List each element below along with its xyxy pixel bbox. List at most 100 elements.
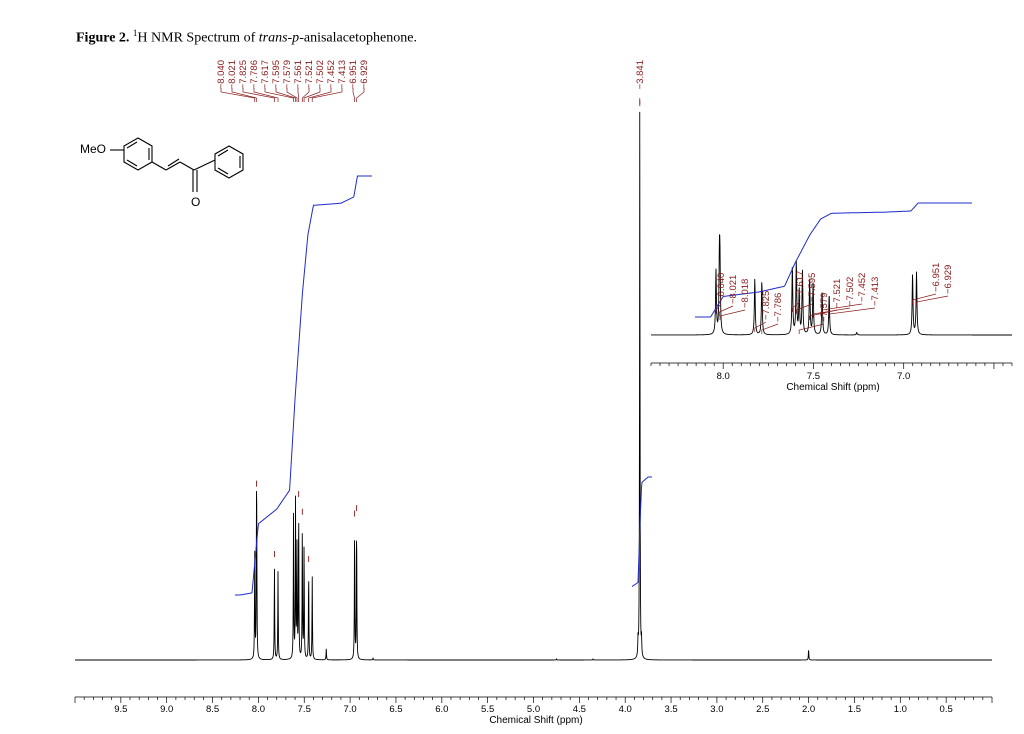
carbonyl-oxygen-label: O <box>191 195 200 209</box>
inset-peak-leader-5 <box>791 301 801 312</box>
x-tick-label-5: 7.0 <box>343 704 356 715</box>
caption-italic: trans-p <box>258 30 300 46</box>
inset-peak-label-6: −7.595 <box>807 273 818 302</box>
peak-leader-4 <box>264 88 294 102</box>
inset-peak-leader-12 <box>912 293 937 304</box>
x-tick-label-7: 6.0 <box>435 704 448 715</box>
inset-x-tick-label-0: 8.0 <box>717 371 730 382</box>
inset-peak-leader-11 <box>828 307 876 318</box>
peak-leader-0 <box>220 88 256 102</box>
peak-label-6: −7.579 <box>282 60 293 89</box>
inset-peak-leader-9 <box>812 307 851 318</box>
main-peak-labels: −8.040 −8.021 −7.825 −7.786 −7.617 −7.595 −7.5… <box>216 60 646 89</box>
peak-leader-9 <box>303 88 321 102</box>
peak-label-12: −6.951 <box>348 60 359 89</box>
peak-leader-11 <box>311 88 343 102</box>
x-tick-label-0: 9.5 <box>114 704 127 715</box>
phenyl-ring <box>214 145 244 179</box>
peak-leader-5 <box>275 88 296 102</box>
methoxy-label: MeO <box>80 142 106 156</box>
main-spectrum-trace <box>75 111 992 661</box>
vinyl-double-bond <box>165 158 181 171</box>
peak-label-13: −6.929 <box>359 60 370 89</box>
inset-peak-label-12: −6.951 <box>931 263 942 292</box>
main-integral-curve-aromatic <box>235 175 372 596</box>
peak-leader-1 <box>231 88 257 102</box>
peak-label-11: −7.413 <box>337 60 348 89</box>
peak-label-8: −7.521 <box>304 60 315 89</box>
inset-peak-leader-10 <box>821 303 863 314</box>
caption-text-1: H NMR Spectrum of <box>137 30 259 46</box>
peak-leader-7 <box>297 88 300 102</box>
figure-caption: Figure 2. 1H NMR Spectrum of trans-p-ani… <box>76 28 417 47</box>
inset-peak-label-7: −7.579 <box>819 293 830 322</box>
inset-peak-leader-6 <box>795 303 813 314</box>
peak-leader-13 <box>356 88 365 102</box>
x-tick-label-2: 8.5 <box>206 704 219 715</box>
inset-peak-leader-8 <box>809 309 838 320</box>
main-spectrum: −8.040 −8.021 −7.825 −7.786 −7.617 −7.595 −7.5… <box>74 60 993 726</box>
inset-spectrum: −8.040 −8.021 −8.018 −7.825 −7.786−7.617 −7.5… <box>650 202 1013 393</box>
inset-peak-leader-0 <box>715 303 722 314</box>
main-x-axis-title: Chemical Shift (ppm) <box>489 715 582 726</box>
inset-x-ticks <box>650 363 1013 369</box>
peak-label-9: −7.502 <box>315 60 326 89</box>
inset-peak-label-0: −8.040 <box>716 273 727 302</box>
x-tick-label-1: 9.0 <box>160 704 173 715</box>
peak-label-5: −7.595 <box>271 60 282 89</box>
inset-peak-label-3: −7.825 <box>761 291 772 320</box>
main-x-ticks <box>74 697 993 703</box>
x-tick-label-6: 6.5 <box>389 704 402 715</box>
x-tick-label-11: 4.0 <box>619 704 632 715</box>
x-tick-label-8: 5.5 <box>481 704 494 715</box>
peak-label-3: −7.786 <box>249 60 260 89</box>
inset-peak-leader-7 <box>798 323 825 334</box>
x-tick-label-17: 1.0 <box>894 704 907 715</box>
inset-peak-label-10: −7.452 <box>857 273 868 302</box>
main-peak-label-leaders <box>220 88 641 104</box>
peak-label-methoxy: −3.841 <box>635 60 646 89</box>
inset-peak-label-11: −7.413 <box>870 277 881 306</box>
peak-leader-10 <box>308 88 332 102</box>
inset-peak-label-8: −7.521 <box>832 279 843 308</box>
x-tick-label-15: 2.0 <box>802 704 815 715</box>
peak-label-4: −7.617 <box>260 60 271 89</box>
x-tick-label-9: 5.0 <box>527 704 540 715</box>
peak-leader-6 <box>286 88 298 102</box>
peak-label-1: −8.021 <box>227 60 238 89</box>
inset-peak-label-2: −8.018 <box>740 279 751 308</box>
peak-leader-12 <box>352 88 355 102</box>
chemical-structure: MeO O <box>80 137 244 209</box>
phenyl-ring-inner-bonds <box>217 149 241 175</box>
inset-peak-label-5: −7.617 <box>795 271 806 300</box>
nucleus-superscript: 1 <box>132 28 138 38</box>
x-tick-label-18: 0.5 <box>940 704 953 715</box>
inset-peak-leader-13 <box>916 295 949 306</box>
ketone-bond <box>193 159 216 171</box>
x-tick-label-10: 4.5 <box>573 704 586 715</box>
peak-label-10: −7.452 <box>326 60 337 89</box>
caption-text-2: -anisalacetophenone. <box>299 30 417 46</box>
figure-label: Figure 2. <box>76 30 130 46</box>
vinyl-bond-1 <box>151 161 167 171</box>
inset-spectrum-trace <box>651 234 1012 336</box>
x-tick-label-3: 8.0 <box>252 704 265 715</box>
inset-peak-leader-3 <box>754 321 767 332</box>
peak-leader-2 <box>242 88 275 102</box>
inset-peak-label-13: −6.929 <box>943 265 954 294</box>
anisyl-ring <box>123 137 153 171</box>
inset-peak-leader-1 <box>719 305 734 316</box>
inset-peak-leader-2 <box>719 309 746 320</box>
main-peak-markers <box>256 100 641 562</box>
peak-leader-8 <box>301 88 310 102</box>
x-tick-label-16: 1.5 <box>848 704 861 715</box>
inset-peak-leader-4 <box>761 323 779 334</box>
inset-x-tick-label-2: 7.0 <box>897 371 910 382</box>
inset-peak-label-4: −7.786 <box>773 293 784 322</box>
x-tick-label-4: 7.5 <box>298 704 311 715</box>
inset-peak-label-leaders <box>715 293 949 334</box>
inset-peak-label-1: −8.021 <box>728 275 739 304</box>
inset-peak-label-9: −7.502 <box>845 277 856 306</box>
main-x-tick-labels: 9.5 9.0 8.5 8.0 7.5 7.0 6.5 6.0 5.5 5.0 4.5 4.0 3.5 3… <box>114 704 953 715</box>
